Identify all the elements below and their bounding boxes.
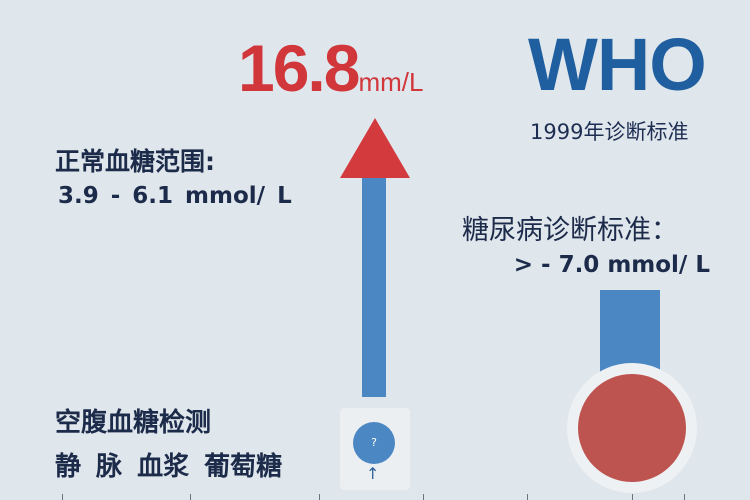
axis-tick [190,494,191,500]
axis-tick [684,494,685,500]
diabetes-criteria-value: > - 7.0 mmol/ L [513,252,710,278]
threshold-bar [600,290,660,372]
diabetes-criteria-title: 糖尿病诊断标准： [462,215,678,246]
axis-tick [62,494,63,500]
plasma-glucose-label: 静 脉 血浆 葡萄糖 [55,452,283,482]
up-arrow-icon: ↑ [366,464,380,483]
glucose-unit: mm/L [358,67,424,97]
normal-range-title: 正常血糖范围: [55,147,215,176]
fasting-test-label: 空腹血糖检测 [55,408,212,438]
axis-tick [632,494,633,500]
up-arrow-head-icon [340,118,410,178]
who-logo: WHO [528,23,707,106]
glucose-value: 16.8 [238,31,360,105]
axis-tick [423,494,424,500]
arrow-shaft [362,172,386,397]
question-circle-icon: ? [353,422,395,464]
normal-range-value: 3.9 - 6.1 mmol/ L [58,183,292,209]
who-subtitle: 1999年诊断标准 [530,120,689,144]
axis-tick [319,494,320,500]
glucose-reading: 16.8mm/L [238,30,423,106]
red-circle-marker [578,374,686,482]
axis-tick [527,494,528,500]
